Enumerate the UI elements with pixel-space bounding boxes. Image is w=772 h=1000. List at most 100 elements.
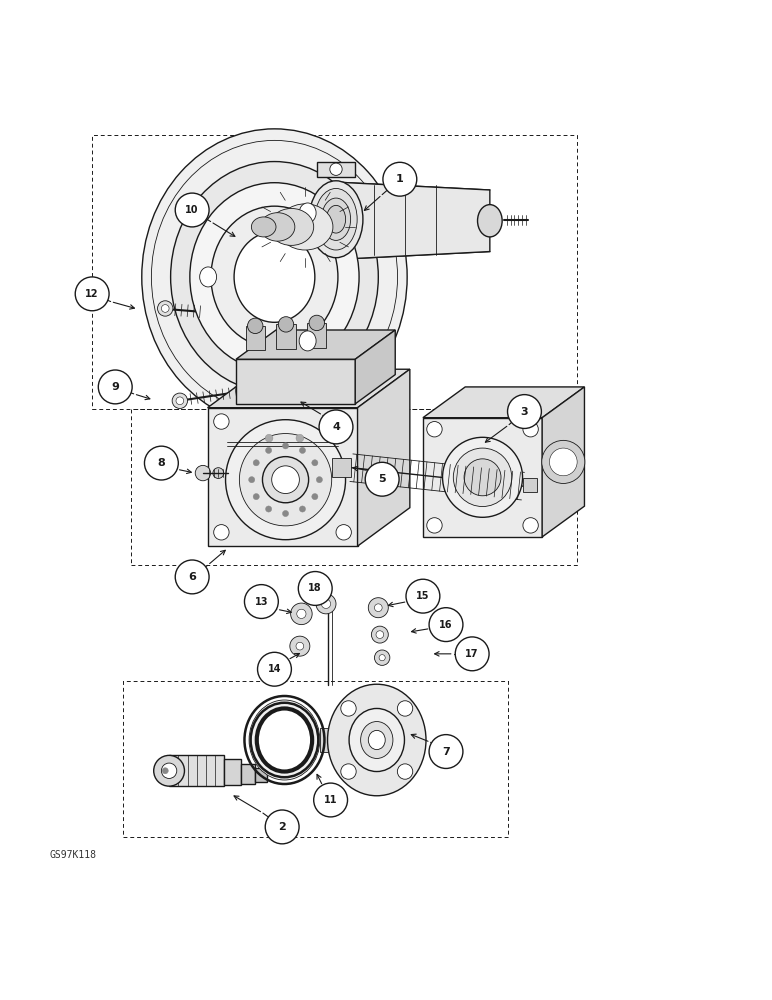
Circle shape: [371, 626, 388, 643]
Circle shape: [144, 446, 178, 480]
Circle shape: [248, 318, 263, 334]
Circle shape: [319, 410, 353, 444]
Circle shape: [154, 755, 185, 786]
Circle shape: [249, 477, 255, 483]
Text: 8: 8: [157, 458, 165, 468]
Circle shape: [340, 764, 356, 779]
FancyBboxPatch shape: [523, 478, 537, 492]
Circle shape: [245, 585, 279, 618]
Circle shape: [157, 301, 173, 316]
Circle shape: [213, 468, 224, 478]
Circle shape: [262, 457, 309, 503]
Circle shape: [429, 735, 463, 768]
Circle shape: [296, 609, 306, 618]
Circle shape: [374, 604, 382, 612]
Polygon shape: [355, 330, 395, 404]
Circle shape: [161, 763, 177, 778]
Ellipse shape: [368, 730, 385, 750]
Ellipse shape: [200, 267, 217, 287]
Polygon shape: [236, 330, 395, 359]
FancyBboxPatch shape: [236, 359, 355, 404]
Circle shape: [427, 518, 442, 533]
Circle shape: [398, 764, 413, 779]
Circle shape: [317, 477, 323, 483]
Ellipse shape: [478, 205, 502, 237]
Ellipse shape: [257, 708, 312, 772]
Circle shape: [309, 315, 324, 331]
Circle shape: [225, 420, 346, 540]
Circle shape: [266, 810, 299, 844]
Circle shape: [253, 494, 259, 500]
Circle shape: [442, 437, 523, 517]
Circle shape: [455, 637, 489, 671]
Ellipse shape: [249, 700, 320, 780]
Circle shape: [300, 506, 306, 512]
Circle shape: [266, 506, 272, 512]
Text: 13: 13: [255, 597, 268, 607]
Polygon shape: [357, 369, 410, 546]
Circle shape: [272, 466, 300, 494]
Text: GS97K118: GS97K118: [49, 850, 96, 860]
Polygon shape: [542, 387, 584, 537]
Text: 12: 12: [86, 289, 99, 299]
Circle shape: [175, 193, 209, 227]
Circle shape: [75, 277, 109, 311]
Text: 3: 3: [520, 407, 528, 417]
Circle shape: [283, 443, 289, 449]
Ellipse shape: [142, 129, 407, 425]
Ellipse shape: [260, 213, 295, 241]
Circle shape: [161, 305, 169, 312]
Ellipse shape: [234, 232, 315, 322]
Circle shape: [398, 701, 413, 716]
Text: 18: 18: [309, 583, 322, 593]
Polygon shape: [208, 369, 410, 408]
Circle shape: [365, 462, 399, 496]
Circle shape: [290, 603, 312, 625]
Text: 6: 6: [188, 572, 196, 582]
Circle shape: [162, 768, 168, 774]
Circle shape: [523, 518, 538, 533]
Circle shape: [379, 655, 385, 661]
Circle shape: [195, 465, 211, 481]
Circle shape: [214, 525, 229, 540]
Circle shape: [406, 579, 440, 613]
Text: 14: 14: [268, 664, 281, 674]
Circle shape: [523, 422, 538, 437]
Text: 17: 17: [466, 649, 479, 659]
Circle shape: [429, 608, 463, 642]
Circle shape: [327, 434, 334, 442]
Polygon shape: [317, 162, 355, 177]
Text: 15: 15: [416, 591, 430, 601]
Circle shape: [453, 448, 512, 507]
FancyBboxPatch shape: [320, 728, 349, 752]
Ellipse shape: [300, 203, 316, 223]
Circle shape: [340, 701, 356, 716]
Circle shape: [542, 440, 585, 483]
Circle shape: [316, 594, 336, 614]
Circle shape: [312, 494, 318, 500]
Text: 5: 5: [378, 474, 386, 484]
FancyBboxPatch shape: [307, 323, 327, 348]
Text: 10: 10: [185, 205, 199, 215]
Polygon shape: [423, 387, 584, 418]
Circle shape: [464, 459, 501, 496]
Circle shape: [283, 510, 289, 517]
Ellipse shape: [269, 208, 313, 245]
Ellipse shape: [300, 331, 316, 351]
Circle shape: [550, 448, 577, 476]
FancyBboxPatch shape: [242, 764, 256, 784]
FancyBboxPatch shape: [423, 418, 542, 537]
Text: 11: 11: [324, 795, 337, 805]
Text: 2: 2: [278, 822, 286, 832]
FancyBboxPatch shape: [225, 759, 242, 785]
Ellipse shape: [252, 217, 276, 237]
FancyBboxPatch shape: [245, 326, 265, 350]
Circle shape: [279, 317, 293, 332]
Circle shape: [296, 434, 303, 442]
Ellipse shape: [278, 204, 333, 250]
Circle shape: [175, 560, 209, 594]
Circle shape: [290, 636, 310, 656]
Polygon shape: [340, 182, 490, 259]
Ellipse shape: [211, 206, 338, 348]
Circle shape: [300, 447, 306, 453]
